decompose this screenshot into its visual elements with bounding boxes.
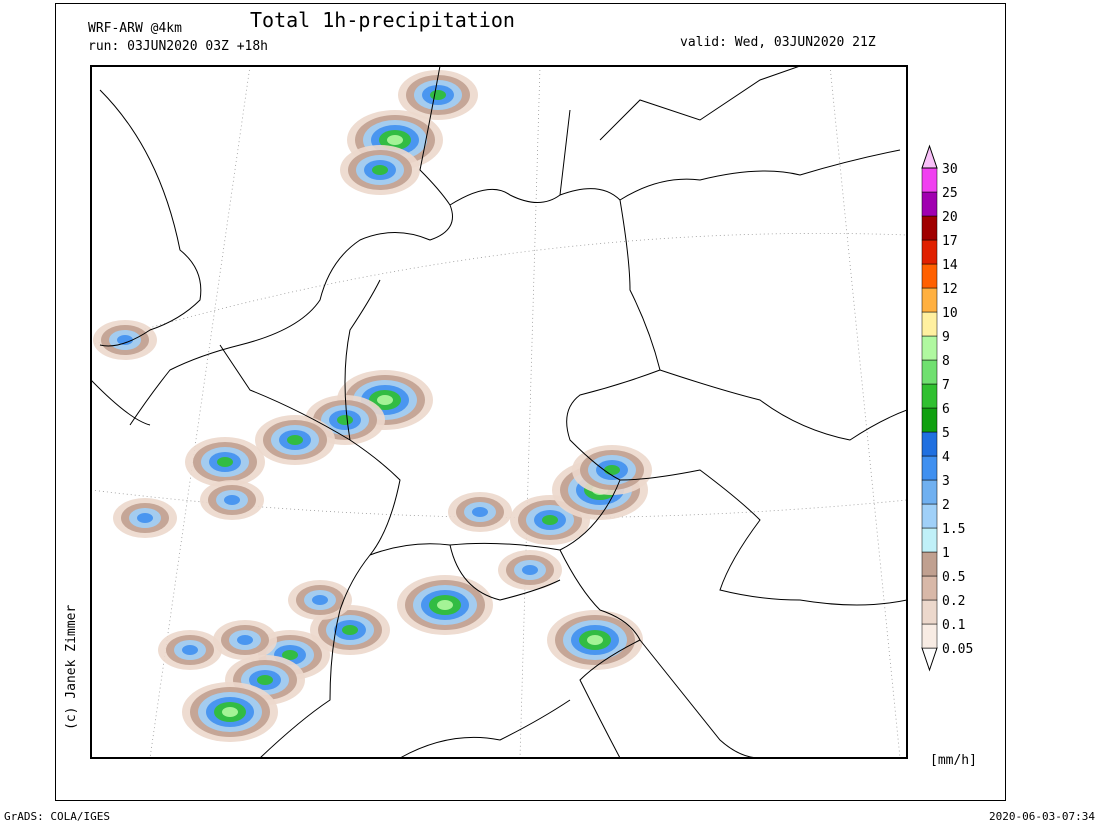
colorbar-box <box>921 359 938 385</box>
precip-cell <box>430 90 446 100</box>
footer-left: GrADS: COLA/IGES <box>4 810 110 823</box>
precip-cell <box>437 600 453 610</box>
colorbar-label: 17 <box>942 234 958 249</box>
precip-cell <box>217 457 233 467</box>
colorbar-label: 0.2 <box>942 594 965 609</box>
precip-cell <box>522 565 538 575</box>
model-label: WRF-ARW @4km <box>88 21 182 36</box>
colorbar-box <box>921 527 938 553</box>
map <box>90 65 908 759</box>
colorbar-box <box>921 287 938 313</box>
colorbar-box <box>921 335 938 361</box>
colorbar-label: 25 <box>942 186 958 201</box>
precip-cell <box>137 513 153 523</box>
colorbar-label: 12 <box>942 282 958 297</box>
colorbar-box <box>921 431 938 457</box>
colorbar-label: 0.05 <box>942 642 973 657</box>
precip-cell <box>224 495 240 505</box>
colorbar-box <box>921 503 938 529</box>
colorbar-box <box>921 215 938 241</box>
coastline <box>399 639 761 758</box>
colorbar-box <box>921 599 938 625</box>
colorbar-box <box>921 311 938 337</box>
coastline <box>91 89 202 426</box>
precip-cell <box>587 635 603 645</box>
unit-label: [mm/h] <box>930 753 977 768</box>
colorbar-label: 0.1 <box>942 618 965 633</box>
colorbar-end <box>921 144 938 169</box>
colorbar: 0.05 0.1 0.2 0.5 1 1.5 2 3 4 5 6 7 8 9 10 12 14 17 20 25 30 <box>921 144 973 672</box>
precip-cell <box>542 515 558 525</box>
colorbar-label: 6 <box>942 402 950 417</box>
precip-cell <box>312 595 328 605</box>
colorbar-label: 0.5 <box>942 570 965 585</box>
colorbar-label: 1.5 <box>942 522 965 537</box>
colorbar-label: 30 <box>942 162 958 177</box>
precip-cell <box>604 465 620 475</box>
run-label: run: 03JUN2020 03Z +18h <box>88 39 268 54</box>
colorbar-label: 20 <box>942 210 958 225</box>
map-border <box>90 65 908 759</box>
colorbar-box <box>921 623 938 649</box>
colorbar-label: 9 <box>942 330 950 345</box>
colorbar-box <box>921 479 938 505</box>
colorbar-label: 5 <box>942 426 950 441</box>
colorbar-box <box>921 239 938 265</box>
precip-cell <box>372 165 388 175</box>
precip-cell <box>377 395 393 405</box>
colorbar-box <box>921 551 938 577</box>
credit: (c) Janek Zimmer <box>64 605 79 730</box>
colorbar-label: 7 <box>942 378 950 393</box>
precip-cell <box>472 507 488 517</box>
colorbar-box <box>921 383 938 409</box>
precip-cell <box>117 335 133 345</box>
colorbar-label: 4 <box>942 450 950 465</box>
precip-cell <box>337 415 353 425</box>
colorbar-box <box>921 263 938 289</box>
precip-cell <box>282 650 298 660</box>
colorbar-label: 14 <box>942 258 958 273</box>
colorbar-box <box>921 407 938 433</box>
colorbar-box <box>921 575 938 601</box>
precip-cell <box>182 645 198 655</box>
precip-cell <box>342 625 358 635</box>
precip-cell <box>257 675 273 685</box>
valid-label: valid: Wed, 03JUN2020 21Z <box>680 35 876 50</box>
colorbar-label: 2 <box>942 498 950 513</box>
footer-right: 2020-06-03-07:34 <box>989 810 1095 823</box>
title: Total 1h-precipitation <box>250 8 515 32</box>
colorbar-label: 3 <box>942 474 950 489</box>
precip-cell <box>237 635 253 645</box>
precip-cell <box>287 435 303 445</box>
colorbar-box <box>921 455 938 481</box>
coastline <box>129 66 901 426</box>
colorbar-box <box>921 167 938 193</box>
colorbar-label: 10 <box>942 306 958 321</box>
border <box>219 199 907 758</box>
precip-cell <box>222 707 238 717</box>
colorbar-box <box>921 191 938 217</box>
precip-cell <box>387 135 403 145</box>
colorbar-label: 8 <box>942 354 950 369</box>
colorbar-label: 1 <box>942 546 950 561</box>
